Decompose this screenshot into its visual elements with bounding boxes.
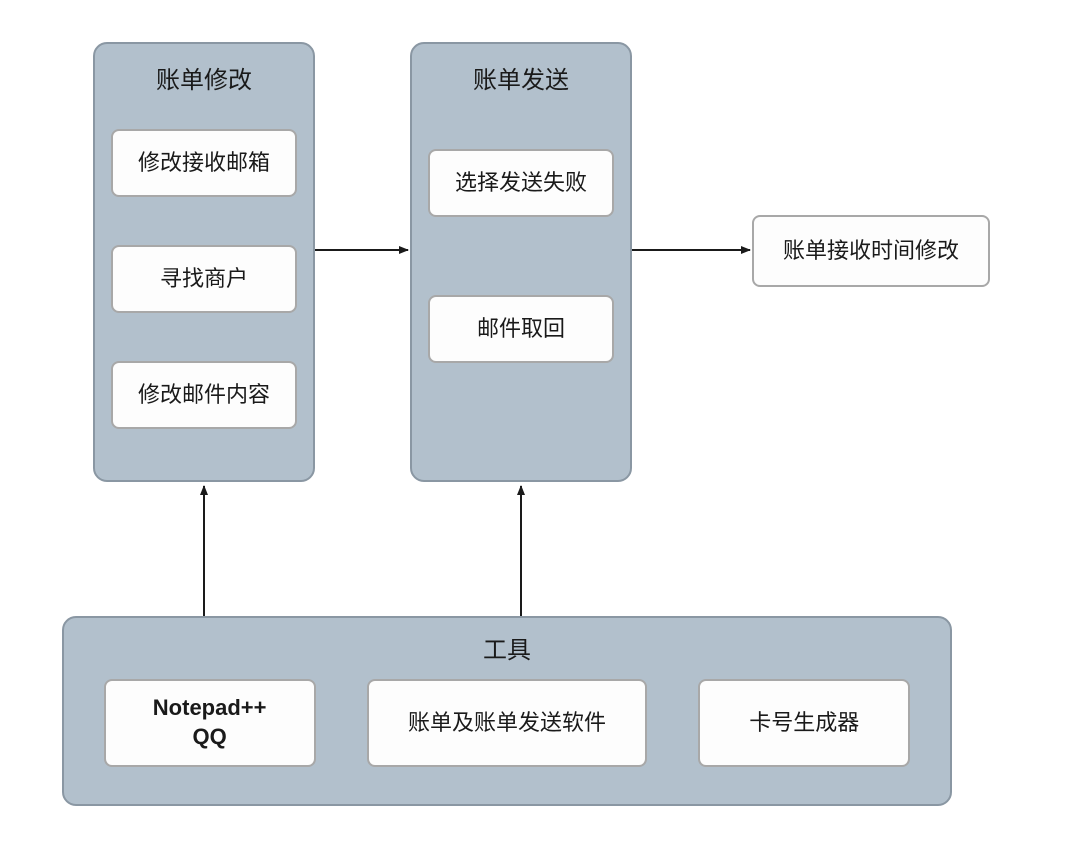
node-modify-email: 修改接收邮箱 xyxy=(111,129,297,197)
node-card-generator: 卡号生成器 xyxy=(698,679,910,767)
group-tools: 工具 Notepad++ QQ 账单及账单发送软件 卡号生成器 xyxy=(62,616,952,806)
group-title-bill-send: 账单发送 xyxy=(473,60,569,95)
node-bill-send-software: 账单及账单发送软件 xyxy=(367,679,647,767)
node-find-merchant: 寻找商户 xyxy=(111,245,297,313)
group-title-bill-modify: 账单修改 xyxy=(156,60,252,95)
node-receive-time-modify: 账单接收时间修改 xyxy=(752,215,990,287)
node-notepad-qq: Notepad++ QQ xyxy=(104,679,316,767)
node-mail-retrieve: 邮件取回 xyxy=(428,295,614,363)
node-choose-send-fail: 选择发送失败 xyxy=(428,149,614,217)
node-modify-content: 修改邮件内容 xyxy=(111,361,297,429)
group-bill-modify: 账单修改 修改接收邮箱 寻找商户 修改邮件内容 xyxy=(93,42,315,482)
flowchart-canvas: 账单修改 修改接收邮箱 寻找商户 修改邮件内容 账单发送 选择发送失败 邮件取回… xyxy=(0,0,1080,855)
group-bill-send: 账单发送 选择发送失败 邮件取回 xyxy=(410,42,632,482)
group-title-tools: 工具 xyxy=(483,630,531,665)
